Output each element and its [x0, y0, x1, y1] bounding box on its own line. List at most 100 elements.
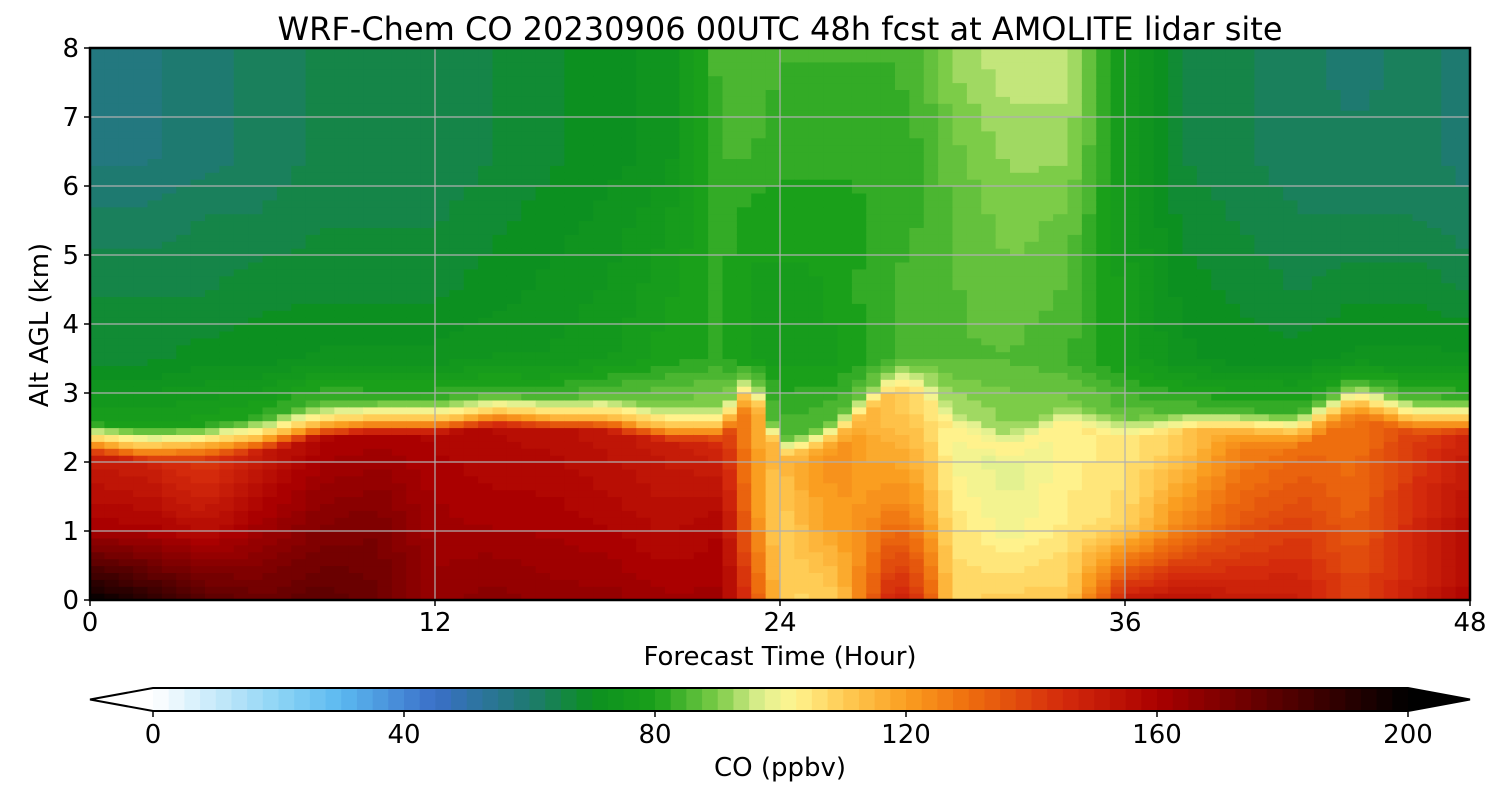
contour-cell	[780, 517, 795, 525]
contour-cell	[736, 365, 752, 373]
contour-cell	[722, 137, 738, 146]
contour-cell	[621, 227, 637, 235]
contour-cell	[492, 130, 508, 139]
contour-cell	[320, 317, 335, 325]
contour-cell	[478, 289, 494, 297]
contour-cell	[794, 158, 810, 166]
contour-cell	[190, 137, 206, 146]
contour-cell	[607, 427, 623, 435]
contour-cell	[320, 213, 335, 222]
contour-cell	[377, 386, 393, 394]
contour-cell	[909, 289, 925, 297]
contour-cell	[636, 310, 652, 318]
contour-cell	[190, 455, 206, 463]
contour-cell	[966, 234, 982, 242]
contour-cell	[276, 89, 292, 97]
contour-cell	[923, 296, 939, 304]
contour-cell	[607, 144, 623, 153]
contour-cell	[938, 489, 954, 498]
contour-cell	[909, 117, 925, 125]
contour-cell	[463, 75, 479, 84]
contour-cell	[866, 420, 882, 429]
contour-cell	[391, 123, 407, 132]
contour-cell	[679, 234, 695, 242]
contour-cell	[320, 537, 335, 546]
contour-cell	[248, 420, 264, 429]
contour-cell	[823, 123, 839, 132]
contour-cell	[248, 137, 264, 146]
contour-cell	[320, 524, 335, 532]
contour-cell	[636, 503, 652, 511]
contour-cell	[578, 475, 594, 484]
contour-cell	[751, 130, 767, 139]
contour-cell	[492, 524, 508, 532]
contour-cell	[449, 261, 465, 270]
contour-cell	[506, 351, 522, 360]
contour-cell	[363, 213, 379, 222]
contour-cell	[880, 179, 896, 187]
contour-cell	[895, 337, 910, 346]
contour-cell	[348, 227, 364, 235]
contour-cell	[880, 234, 896, 242]
contour-cell	[780, 268, 795, 277]
contour-cell	[708, 110, 724, 118]
contour-cell	[521, 199, 537, 208]
contour-cell	[851, 482, 867, 491]
contour-cell	[133, 544, 149, 553]
contour-cell	[363, 296, 379, 304]
contour-cell	[147, 192, 163, 201]
contour-cell	[521, 89, 537, 97]
contour-cell	[291, 379, 307, 387]
contour-cell	[794, 241, 810, 249]
contour-cell	[147, 186, 163, 194]
contour-cell	[176, 165, 192, 173]
contour-cell	[736, 213, 752, 222]
contour-cell	[952, 544, 968, 553]
contour-cell	[794, 386, 810, 394]
contour-cell	[564, 186, 580, 194]
contour-cell	[233, 420, 249, 429]
contour-cell	[665, 261, 680, 270]
contour-cell	[665, 517, 680, 525]
contour-cell	[808, 110, 824, 118]
contour-cell	[765, 275, 781, 284]
contour-cell	[650, 482, 666, 491]
contour-cell	[966, 365, 982, 373]
contour-cell	[966, 372, 982, 380]
contour-cell	[90, 82, 105, 90]
contour-cell	[90, 572, 105, 580]
contour-cell	[190, 413, 206, 422]
contour-cell	[593, 393, 609, 401]
contour-cell	[693, 593, 709, 601]
contour-cell	[291, 158, 307, 166]
contour-cell	[219, 593, 235, 601]
contour-cell	[363, 427, 379, 435]
contour-cell	[593, 496, 609, 504]
contour-cell	[593, 344, 609, 353]
contour-cell	[348, 48, 364, 56]
contour-cell	[550, 468, 565, 477]
contour-cell	[636, 593, 652, 601]
contour-cell	[90, 89, 105, 97]
contour-cell	[205, 165, 220, 173]
contour-cell	[391, 220, 407, 228]
contour-cell	[736, 144, 752, 153]
contour-cell	[420, 537, 436, 546]
contour-cell	[909, 358, 925, 366]
contour-cell	[147, 365, 163, 373]
contour-cell	[406, 427, 422, 435]
contour-cell	[449, 54, 465, 63]
contour-cell	[923, 558, 939, 567]
contour-cell	[305, 427, 321, 435]
contour-cell	[176, 386, 192, 394]
contour-cell	[851, 151, 867, 159]
contour-cell	[219, 241, 235, 249]
contour-cell	[837, 358, 853, 366]
contour-cell	[420, 110, 436, 118]
contour-cell	[837, 455, 853, 463]
contour-cell	[334, 344, 350, 353]
contour-cell	[564, 565, 580, 573]
contour-cell	[636, 420, 652, 429]
contour-cell	[391, 289, 407, 297]
contour-cell	[305, 110, 321, 118]
